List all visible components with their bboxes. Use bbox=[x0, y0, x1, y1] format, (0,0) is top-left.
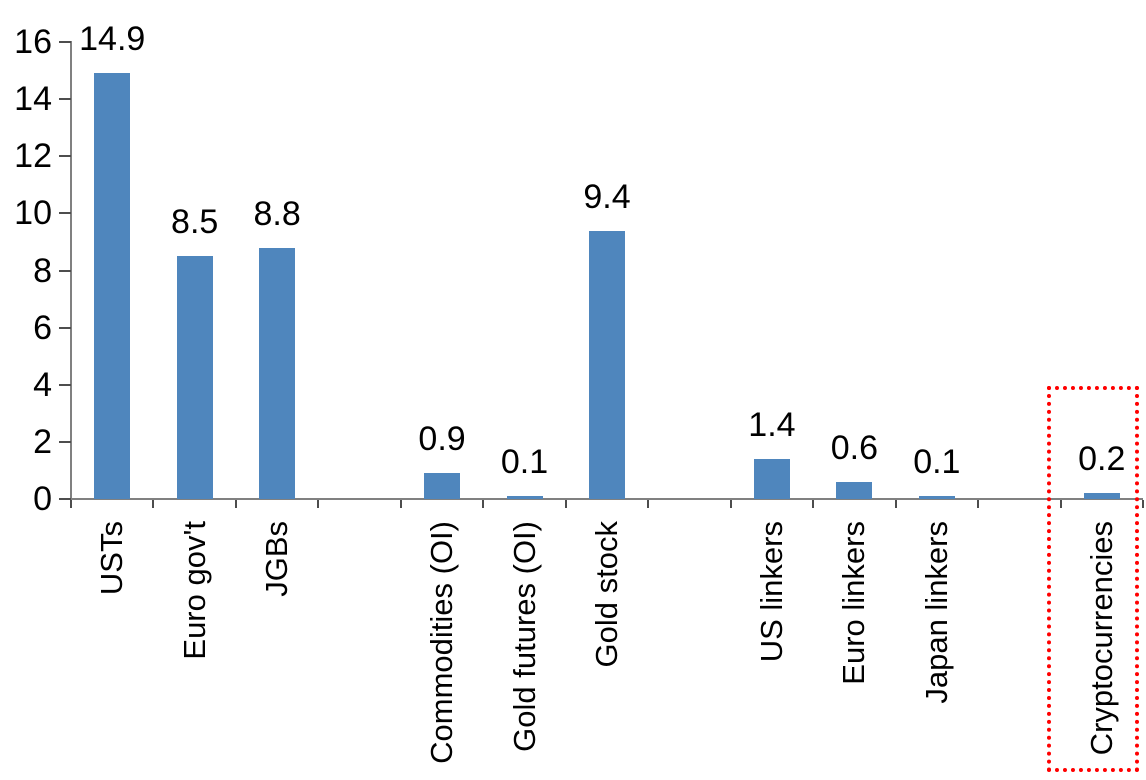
bar-value-label: 0.9 bbox=[418, 420, 466, 459]
bar bbox=[753, 459, 790, 499]
bar-value-label: 0.1 bbox=[500, 443, 549, 482]
y-axis-line bbox=[70, 41, 72, 501]
y-tick-mark bbox=[59, 212, 71, 215]
bar bbox=[424, 473, 461, 499]
bar bbox=[589, 230, 625, 499]
category-label: Euro gov't bbox=[176, 521, 212, 660]
x-tick-mark bbox=[399, 500, 402, 508]
bar bbox=[506, 496, 543, 499]
x-tick-mark bbox=[894, 500, 897, 508]
y-tick-mark bbox=[59, 383, 71, 386]
bar-value-label: 8.8 bbox=[253, 194, 301, 233]
x-tick-mark bbox=[152, 500, 155, 508]
y-tick-mark bbox=[59, 98, 71, 101]
x-tick-mark bbox=[1059, 500, 1062, 508]
bar-value-label: 14.9 bbox=[79, 20, 146, 59]
bar bbox=[259, 247, 296, 499]
category-label: Commodities (OI) bbox=[424, 521, 460, 764]
x-axis-line bbox=[70, 498, 1143, 500]
category-label: JGBs bbox=[259, 521, 295, 597]
y-tick-mark bbox=[59, 326, 71, 329]
x-tick-mark bbox=[1142, 500, 1144, 508]
bar-value-label: 0.2 bbox=[1078, 440, 1126, 479]
bar-value-label: 8.5 bbox=[171, 203, 219, 242]
x-tick-mark bbox=[482, 500, 485, 508]
category-label: Euro linkers bbox=[836, 521, 872, 685]
x-tick-mark bbox=[812, 500, 815, 508]
y-tick-label: 4 bbox=[33, 365, 52, 404]
category-label: Gold stock bbox=[589, 521, 624, 668]
y-tick-label: 10 bbox=[14, 194, 52, 233]
bar-value-label: 0.1 bbox=[913, 443, 961, 482]
y-tick-mark bbox=[59, 269, 71, 272]
category-label: US linkers bbox=[753, 521, 789, 663]
y-tick-label: 16 bbox=[14, 23, 52, 61]
bar-value-label: 1.4 bbox=[748, 406, 796, 444]
x-tick-mark bbox=[234, 500, 237, 508]
y-tick-label: 2 bbox=[33, 422, 52, 461]
bar bbox=[918, 496, 955, 499]
y-tick-label: 14 bbox=[14, 80, 52, 119]
bar bbox=[94, 73, 131, 499]
category-label: Japan linkers bbox=[918, 521, 954, 704]
category-label: USTs bbox=[94, 521, 130, 596]
x-tick-mark bbox=[317, 500, 320, 508]
category-label: Gold futures (OI) bbox=[506, 521, 542, 752]
bar bbox=[176, 256, 213, 499]
x-tick-mark bbox=[647, 500, 650, 508]
y-tick-label: 8 bbox=[33, 251, 52, 290]
x-tick-mark bbox=[977, 500, 980, 508]
y-tick-mark bbox=[59, 498, 71, 500]
x-tick-mark bbox=[729, 500, 732, 508]
y-tick-mark bbox=[59, 155, 71, 158]
y-tick-label: 0 bbox=[33, 480, 52, 518]
bar-value-label: 9.4 bbox=[583, 177, 631, 216]
bar-value-label: 0.6 bbox=[830, 428, 878, 467]
y-tick-mark bbox=[59, 41, 71, 43]
y-tick-label: 6 bbox=[33, 308, 52, 347]
x-tick-mark bbox=[564, 500, 567, 508]
x-tick-mark bbox=[70, 500, 72, 508]
y-tick-mark bbox=[59, 440, 71, 443]
bar bbox=[1083, 493, 1120, 499]
bar bbox=[836, 481, 873, 499]
highlight-box bbox=[1047, 386, 1139, 772]
y-tick-label: 12 bbox=[14, 137, 52, 176]
